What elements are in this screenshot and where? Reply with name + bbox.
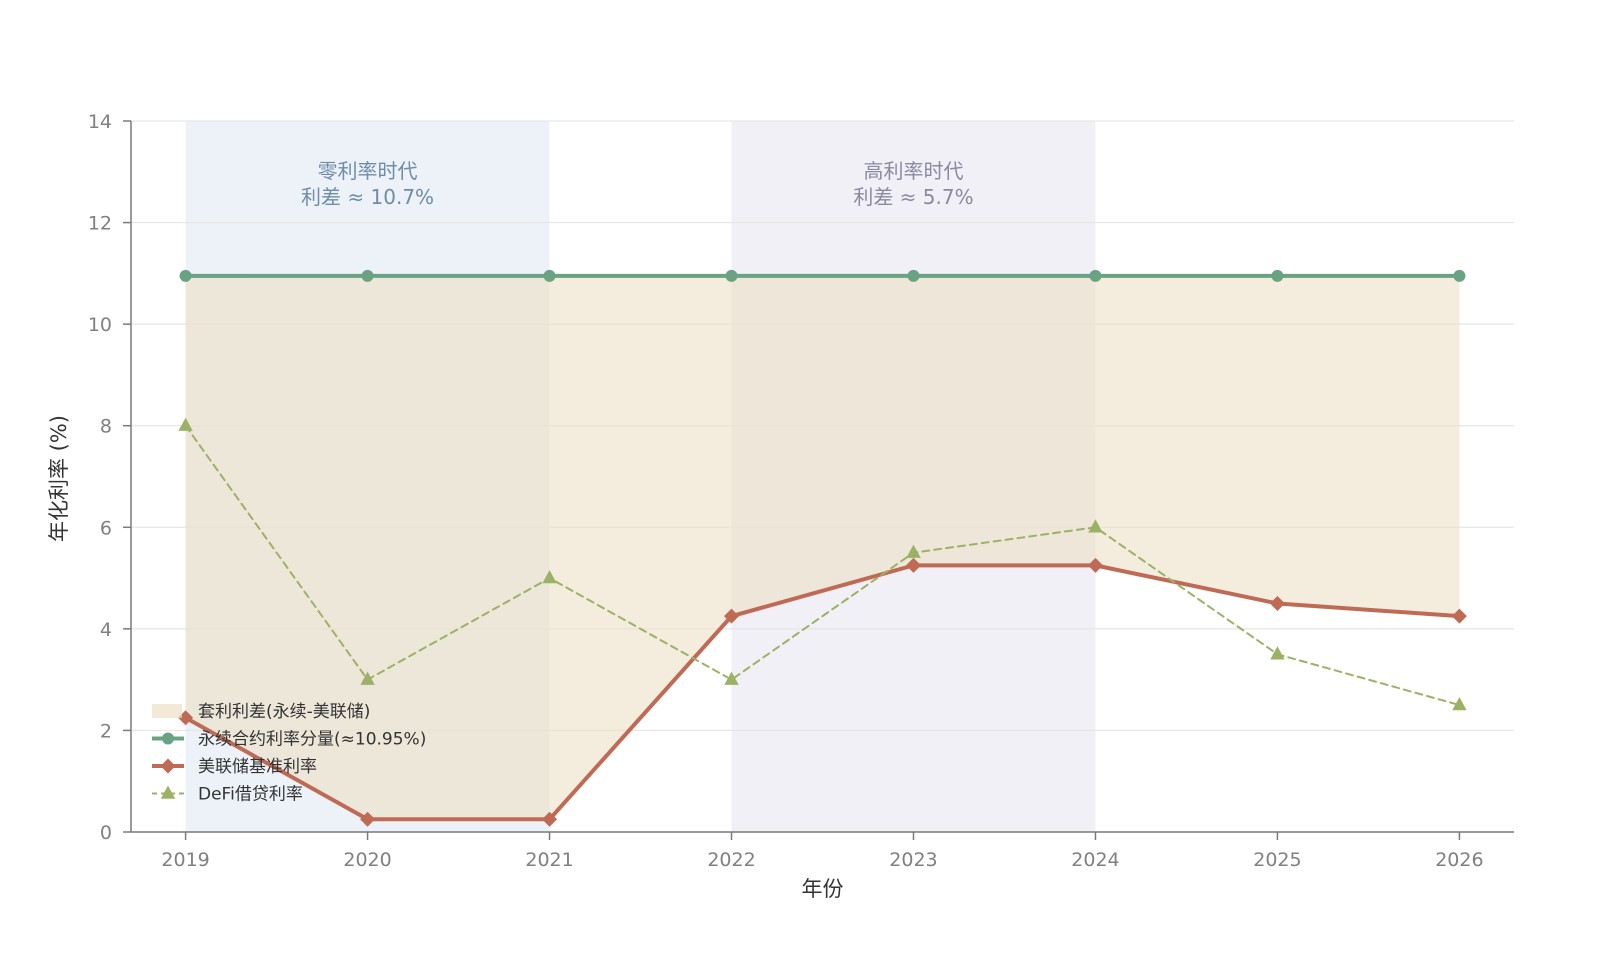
y-tick-label-10: 10 <box>88 314 112 336</box>
y-tick-label-14: 14 <box>88 111 112 133</box>
period-label-2-line1: 高利率时代 <box>863 159 963 183</box>
y-tick-label-12: 12 <box>88 213 112 235</box>
fed-line <box>183 563 1462 822</box>
series-markers <box>178 269 1467 827</box>
axes: 0 2 4 6 8 10 12 14 2019 2020 2021 2022 2023 2024 2025 2… <box>47 111 1514 901</box>
spread-fill <box>185 275 1460 820</box>
legend-label-fed: 美联储基准利率 <box>198 757 317 777</box>
x-tick-label-2025: 2025 <box>1253 849 1301 871</box>
period-label-1-line1: 零利率时代 <box>318 159 418 183</box>
spread-fill-area <box>185 275 1460 820</box>
y-axis-title: 年化利率 (%) <box>47 415 71 542</box>
defi-point-2024 <box>1088 519 1103 533</box>
fed-point-2021 <box>542 811 558 827</box>
defi-point-2019 <box>178 417 193 431</box>
x-tick-label-2023: 2023 <box>889 849 937 871</box>
legend-swatch-spread <box>152 704 182 718</box>
legend-marker-defi <box>160 785 176 799</box>
legend: 套利利差(永续-美联储) 永续合约利率分量(≈10.95%) 美联储基准利率 DeFi… <box>152 702 426 805</box>
x-tick-label-2026: 2026 <box>1435 849 1483 871</box>
defi-point-2022 <box>724 671 739 685</box>
defi-point-2026 <box>1452 697 1467 711</box>
y-tick-label-2: 2 <box>100 720 112 742</box>
period-label-2-line2: 利差 ≈ 5.7% <box>853 185 973 209</box>
legend-marker-fed <box>160 758 176 774</box>
defi-point-2023 <box>906 544 921 558</box>
x-tick-label-2022: 2022 <box>707 849 755 871</box>
perp-point-2022 <box>725 269 738 282</box>
x-tick-label-2021: 2021 <box>525 849 573 871</box>
perp-point-2026 <box>1453 269 1466 282</box>
series-lines <box>183 273 1462 822</box>
perp-point-2021 <box>543 269 556 282</box>
x-tick-label-2020: 2020 <box>343 849 391 871</box>
perp-point-2019 <box>179 269 192 282</box>
defi-point-2020 <box>360 671 375 685</box>
legend-label-defi: DeFi借贷利率 <box>198 785 303 805</box>
perp-point-2020 <box>361 269 374 282</box>
x-axis-title: 年份 <box>802 877 844 901</box>
defi-point-2025 <box>1270 646 1285 660</box>
perp-point-2025 <box>1271 269 1284 282</box>
defi-line <box>184 424 1461 707</box>
legend-label-spread: 套利利差(永续-美联储) <box>198 702 370 722</box>
y-tick-label-4: 4 <box>100 619 112 641</box>
legend-label-perp: 永续合约利率分量(≈10.95%) <box>198 730 426 750</box>
x-tick-label-2024: 2024 <box>1071 849 1119 871</box>
fed-point-2026 <box>1451 608 1467 624</box>
defi-point-2021 <box>542 570 557 584</box>
fed-point-2020 <box>360 811 376 827</box>
perp-point-2024 <box>1089 269 1102 282</box>
y-tick-label-0: 0 <box>100 822 112 844</box>
fed-point-2025 <box>1269 595 1285 611</box>
period-label-1-line2: 利差 ≈ 10.7% <box>301 185 434 209</box>
fed-point-2023 <box>905 557 921 573</box>
x-tick-label-2019: 2019 <box>161 849 209 871</box>
legend-marker-perp <box>162 732 174 745</box>
fed-point-2022 <box>724 608 740 624</box>
y-tick-label-8: 8 <box>100 416 112 438</box>
y-tick-label-6: 6 <box>100 517 112 539</box>
perp-point-2023 <box>907 269 920 282</box>
fed-point-2024 <box>1087 557 1103 573</box>
